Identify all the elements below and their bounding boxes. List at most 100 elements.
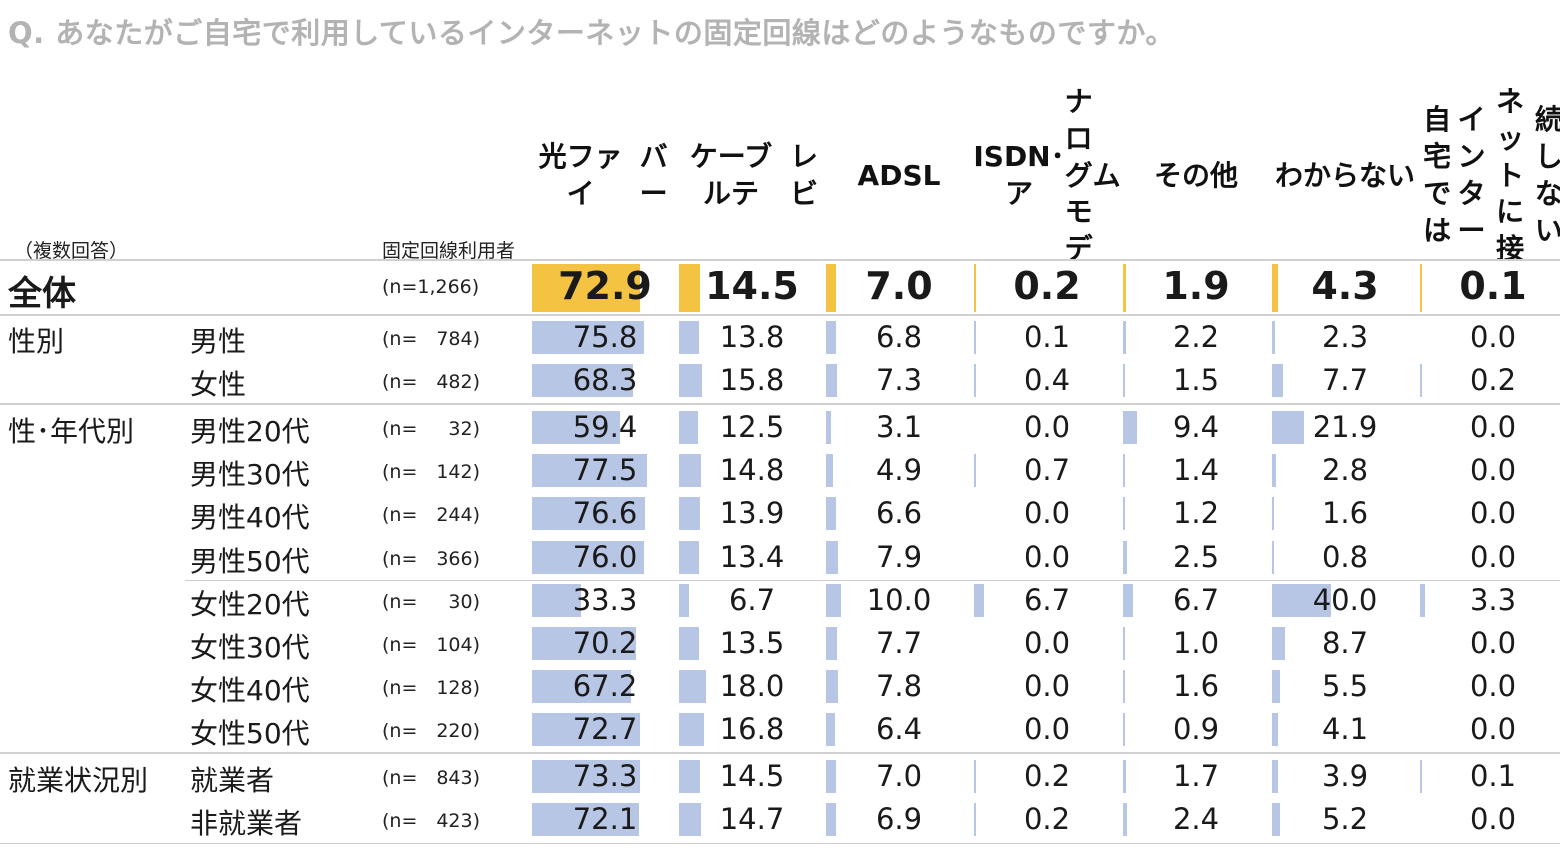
value-bar — [679, 321, 700, 354]
cell-value: 13.9 — [719, 496, 785, 531]
cell-value: 68.3 — [572, 363, 638, 398]
sample-size: (n= 128) — [382, 677, 480, 699]
column-header-line: ム — [1092, 158, 1121, 192]
n-prefix: (n= — [382, 633, 418, 656]
group-label: 性･年代別 — [8, 415, 135, 449]
column-header-line: わからない — [1274, 158, 1415, 192]
value-bar — [679, 669, 706, 703]
value-bar — [679, 712, 704, 746]
row-label: 男性40代 — [190, 501, 310, 535]
cell-value: 0.1 — [1023, 320, 1071, 354]
total-bar — [679, 264, 701, 312]
value-bar — [532, 583, 582, 617]
cell-value: 6.7 — [1172, 582, 1220, 617]
cell-value: 1.2 — [1172, 496, 1220, 531]
value-bar — [1272, 454, 1277, 488]
cell-value: 7.7 — [875, 625, 923, 660]
row-label: 女性30代 — [190, 630, 310, 664]
cell-value: 0.4 — [1023, 363, 1071, 398]
value-bar — [1123, 803, 1127, 837]
column-header-line: 自宅では — [1423, 103, 1452, 247]
total-value: 0.2 — [1013, 264, 1081, 308]
n-prefix: (n= — [382, 371, 418, 394]
value-bar — [532, 712, 640, 746]
value-bar — [1123, 540, 1127, 574]
n-num: 784) — [436, 328, 480, 350]
row-divider — [0, 259, 1560, 261]
cell-value: 2.5 — [1172, 539, 1220, 574]
cell-value: 0.0 — [1469, 320, 1517, 354]
column-header-line: その他 — [1153, 158, 1238, 192]
value-bar — [532, 540, 645, 574]
sample-size: (n= 30) — [382, 591, 480, 613]
value-bar — [532, 497, 646, 531]
row-label: 女性50代 — [190, 716, 310, 750]
cell-value: 13.4 — [719, 539, 785, 574]
value-bar — [1272, 497, 1275, 531]
cell-value: 14.8 — [719, 453, 785, 488]
value-bar — [826, 803, 837, 837]
cell-value: 33.3 — [572, 582, 638, 617]
n-num: 244) — [436, 504, 480, 527]
cell-value: 7.8 — [875, 668, 923, 703]
multiple-answer-note: （複数回答） — [14, 240, 129, 262]
column-header: その他 — [1123, 96, 1269, 256]
row-label: 男性50代 — [190, 544, 310, 578]
value-bar — [826, 321, 837, 354]
row-divider — [0, 752, 1560, 754]
value-bar — [532, 669, 632, 703]
value-bar — [679, 626, 699, 660]
value-bar — [1420, 364, 1422, 398]
cell-value: 12.5 — [719, 410, 785, 445]
n-num: 366) — [436, 547, 480, 570]
cell-value: 0.0 — [1469, 496, 1517, 531]
total-label: 全体 — [8, 274, 76, 314]
n-num: 32) — [448, 418, 480, 441]
value-bar — [826, 669, 838, 703]
sample-size: (n= 244) — [382, 504, 480, 526]
n-num: 843) — [436, 767, 480, 789]
value-bar — [532, 626, 636, 660]
cell-value: 72.1 — [572, 802, 638, 837]
row-label: 女性 — [190, 368, 247, 402]
n-prefix: (n= — [382, 418, 418, 441]
row-label: 女性40代 — [190, 673, 310, 707]
cell-value: 76.6 — [572, 496, 638, 531]
value-bar — [1123, 669, 1126, 703]
sample-size: (n= 220) — [382, 720, 480, 742]
cell-value: 1.7 — [1172, 759, 1220, 793]
total-bar — [1123, 264, 1126, 312]
cell-value: 1.4 — [1172, 453, 1220, 488]
value-bar — [1123, 497, 1125, 531]
cell-value: 6.4 — [875, 711, 923, 746]
cell-value: 7.9 — [875, 539, 923, 574]
row-divider — [0, 314, 1560, 316]
value-bar — [532, 454, 647, 488]
column-header-line: 続しない — [1534, 103, 1560, 247]
cell-value: 6.8 — [875, 320, 923, 354]
cell-value: 3.3 — [1469, 582, 1517, 617]
cell-value: 6.9 — [875, 802, 923, 837]
cell-value: 0.0 — [1469, 711, 1517, 746]
n-num: 220) — [436, 719, 480, 742]
n-prefix: (n= — [382, 719, 418, 742]
value-bar — [826, 497, 836, 531]
value-bar — [532, 321, 645, 354]
cell-value: 6.7 — [1023, 582, 1071, 617]
value-bar — [1123, 321, 1127, 354]
cell-value: 2.3 — [1321, 320, 1369, 354]
question-title: Q. あなたがご自宅で利用しているインターネットの固定回線はどのようなものですか… — [8, 16, 1175, 50]
cell-value: 1.6 — [1172, 668, 1220, 703]
cell-value: 0.0 — [1023, 625, 1071, 660]
cell-value: 0.0 — [1469, 539, 1517, 574]
value-bar — [1272, 364, 1284, 398]
column-header: 光ファイ バー — [532, 96, 678, 256]
total-bar — [532, 264, 640, 312]
cell-value: 40.0 — [1312, 582, 1378, 617]
n-prefix: (n= — [382, 810, 418, 833]
cell-value: 0.0 — [1023, 668, 1071, 703]
total-bar — [1420, 264, 1422, 312]
column-header: わからない — [1272, 96, 1418, 256]
cell-value: 77.5 — [572, 453, 638, 488]
row-divider — [0, 843, 1560, 845]
